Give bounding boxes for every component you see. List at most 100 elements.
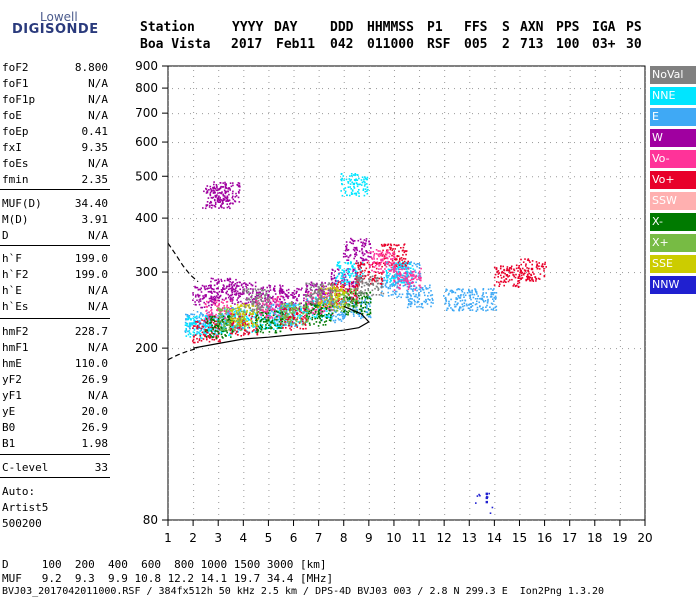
echo-dot bbox=[214, 279, 216, 282]
x-grid-dot bbox=[469, 70, 471, 71]
echo-dot bbox=[333, 274, 335, 277]
x-grid-dot bbox=[519, 172, 521, 173]
echo-dot bbox=[369, 300, 372, 303]
x-grid-dot bbox=[168, 466, 169, 467]
echo-dot bbox=[313, 316, 316, 318]
header-label: PS bbox=[626, 20, 642, 35]
x-grid-dot bbox=[343, 328, 345, 329]
echo-dot bbox=[340, 311, 342, 313]
x-grid-dot bbox=[343, 160, 345, 161]
x-grid-dot bbox=[168, 418, 169, 419]
y-grid-dot bbox=[442, 272, 443, 274]
y-grid-dot bbox=[430, 88, 431, 90]
y-grid-dot bbox=[250, 272, 251, 274]
echo-dot bbox=[223, 315, 226, 318]
x-grid-dot bbox=[544, 382, 546, 383]
y-grid-dot bbox=[472, 88, 473, 90]
echo-dot bbox=[220, 289, 223, 291]
param-separator bbox=[0, 189, 110, 190]
x-grid-dot bbox=[293, 280, 295, 281]
x-grid-dot bbox=[419, 256, 421, 257]
x-grid-dot bbox=[619, 232, 621, 233]
x-grid-dot bbox=[168, 490, 169, 491]
y-grid-dot bbox=[586, 66, 587, 67]
x-grid-dot bbox=[243, 508, 245, 509]
echo-dot bbox=[249, 313, 251, 315]
x-grid-dot bbox=[645, 172, 646, 173]
x-grid-dot bbox=[293, 514, 295, 515]
y-grid-dot bbox=[238, 113, 239, 115]
echo-dot bbox=[316, 314, 318, 316]
x-tick-label: 18 bbox=[587, 531, 602, 545]
x-grid-dot bbox=[343, 370, 345, 371]
x-grid-dot bbox=[594, 448, 596, 449]
x-grid-dot bbox=[469, 190, 471, 191]
y-grid-dot bbox=[244, 66, 245, 67]
x-grid-dot bbox=[619, 214, 621, 215]
x-grid-dot bbox=[444, 262, 446, 263]
y-grid-dot bbox=[214, 520, 215, 521]
echo-dot bbox=[199, 298, 202, 300]
y-grid-dot bbox=[598, 142, 599, 144]
x-grid-dot bbox=[419, 202, 421, 203]
echo-dot bbox=[227, 190, 229, 193]
echo-dot bbox=[227, 288, 230, 291]
x-grid-dot bbox=[193, 508, 195, 509]
echo-dot bbox=[210, 201, 213, 204]
x-grid-dot bbox=[268, 502, 270, 503]
x-grid-dot bbox=[645, 394, 646, 395]
y-grid-dot bbox=[418, 348, 419, 350]
echo-dot bbox=[247, 284, 249, 286]
y-grid-dot bbox=[250, 113, 251, 115]
x-grid-dot bbox=[569, 112, 571, 113]
x-grid-dot bbox=[243, 382, 245, 383]
x-grid-dot bbox=[619, 256, 621, 257]
echo-dot bbox=[195, 286, 198, 289]
x-grid-dot bbox=[168, 298, 169, 299]
x-grid-dot bbox=[469, 142, 471, 143]
echo-dot bbox=[234, 303, 236, 305]
x-grid-dot bbox=[619, 118, 621, 119]
echo-dot bbox=[363, 245, 366, 248]
x-grid-dot bbox=[619, 406, 621, 407]
y-grid-dot bbox=[310, 142, 311, 144]
echo-dot bbox=[219, 186, 222, 189]
y-grid-dot bbox=[418, 272, 419, 274]
y-grid-dot bbox=[496, 66, 497, 67]
x-grid-dot bbox=[594, 328, 596, 329]
x-grid-dot bbox=[619, 112, 621, 113]
x-grid-dot bbox=[444, 82, 446, 83]
x-grid-dot bbox=[494, 472, 496, 473]
x-grid-dot bbox=[519, 154, 521, 155]
x-grid-dot bbox=[193, 460, 195, 461]
param-key: h`F bbox=[2, 252, 22, 265]
x-grid-dot bbox=[393, 478, 395, 479]
x-grid-dot bbox=[469, 118, 471, 119]
echo-dot bbox=[327, 289, 330, 291]
y-grid-dot bbox=[544, 66, 545, 67]
echo-dot bbox=[278, 312, 281, 314]
y-grid-dot bbox=[340, 66, 341, 67]
echo-dot bbox=[231, 287, 233, 289]
x-grid-dot bbox=[393, 472, 395, 473]
x-grid-dot bbox=[569, 472, 571, 473]
echo-dot bbox=[281, 308, 284, 311]
echo-dot bbox=[278, 325, 281, 328]
echo-dot bbox=[486, 304, 488, 307]
echo-dot bbox=[209, 204, 211, 207]
y-grid-dot bbox=[508, 66, 509, 67]
echo-dot bbox=[405, 261, 408, 264]
x-grid-dot bbox=[594, 436, 596, 437]
echo-dot bbox=[234, 196, 237, 198]
echo-dot bbox=[350, 178, 352, 181]
echo-dot bbox=[354, 255, 356, 258]
x-grid-dot bbox=[544, 472, 546, 473]
x-grid-dot bbox=[343, 106, 345, 107]
echo-dot bbox=[461, 309, 464, 311]
y-grid-dot bbox=[412, 66, 413, 67]
echo-dot bbox=[487, 288, 490, 291]
echo-dot bbox=[445, 290, 447, 292]
echo-dot bbox=[213, 290, 215, 293]
x-grid-dot bbox=[393, 322, 395, 323]
x-grid-dot bbox=[393, 202, 395, 203]
